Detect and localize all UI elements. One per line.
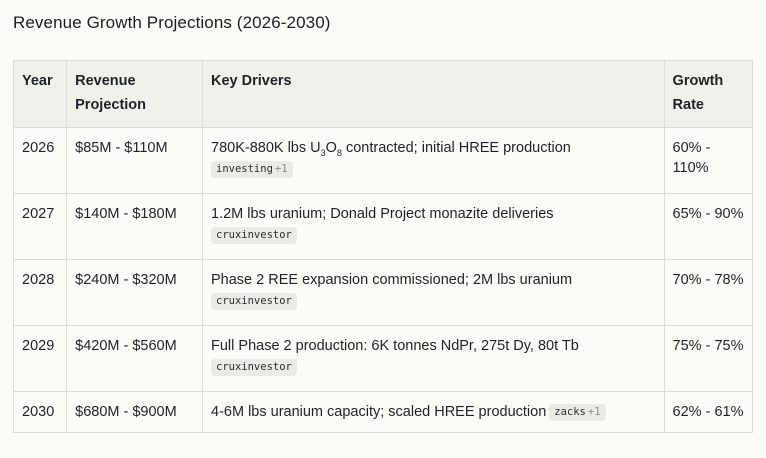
revenue-projections-table: Year Revenue Projection Key Drivers Growt… — [12, 60, 754, 433]
source-badge[interactable]: cruxinvestor — [211, 359, 297, 376]
header-growth-label-2: Rate — [672, 97, 704, 113]
table-row: 2030 $680M - $900M 4-6M lbs uranium capa… — [12, 391, 754, 433]
header-drivers-label: Key Drivers — [211, 73, 292, 89]
drivers-text: Full Phase 2 production: 6K tonnes NdPr,… — [211, 338, 579, 354]
table-row: 2026 $85M - $110M 780K-880K lbs U3O8 con… — [12, 127, 754, 194]
cell-drivers: 1.2M lbs uranium; Donald Project monazit… — [202, 193, 665, 260]
cell-drivers: 4-6M lbs uranium capacity; scaled HREE p… — [202, 391, 665, 433]
source-badge[interactable]: cruxinvestor — [211, 293, 297, 310]
table-row: 2027 $140M - $180M 1.2M lbs uranium; Don… — [12, 193, 754, 260]
cell-revenue: $420M - $560M — [66, 325, 203, 392]
table-header-row: Year Revenue Projection Key Drivers Growt… — [12, 60, 754, 128]
header-year-label: Year — [22, 73, 53, 89]
drivers-text: 4-6M lbs uranium capacity; scaled HREE p… — [211, 404, 547, 420]
cell-growth: 65% - 90% — [663, 193, 754, 260]
cell-growth: 60% - 110% — [663, 127, 754, 194]
header-revenue-label-2: Projection — [75, 97, 147, 113]
drivers-text: 780K-880K lbs U3O8 contracted; initial H… — [211, 140, 571, 158]
header-year: Year — [12, 60, 68, 128]
source-badge[interactable]: cruxinvestor — [211, 227, 297, 244]
cell-year: 2026 — [12, 127, 68, 194]
cell-drivers: 780K-880K lbs U3O8 contracted; initial H… — [202, 127, 665, 194]
cell-drivers: Phase 2 REE expansion commissioned; 2M l… — [202, 259, 665, 326]
cell-growth: 70% - 78% — [663, 259, 754, 326]
header-growth-rate: Growth Rate — [663, 60, 754, 128]
page-title: Revenue Growth Projections (2026-2030) — [13, 13, 331, 32]
cell-drivers: Full Phase 2 production: 6K tonnes NdPr,… — [202, 325, 665, 392]
cell-year: 2028 — [12, 259, 68, 326]
cell-growth: 75% - 75% — [663, 325, 754, 392]
table-row: 2029 $420M - $560M Full Phase 2 producti… — [12, 325, 754, 392]
cell-revenue: $140M - $180M — [66, 193, 203, 260]
drivers-text: Phase 2 REE expansion commissioned; 2M l… — [211, 272, 573, 288]
cell-growth: 62% - 61% — [663, 391, 754, 433]
source-badge[interactable]: investing +1 — [211, 161, 293, 178]
header-key-drivers: Key Drivers — [202, 60, 665, 128]
table-row: 2028 $240M - $320M Phase 2 REE expansion… — [12, 259, 754, 326]
source-badge[interactable]: zacks +1 — [549, 404, 606, 421]
cell-year: 2027 — [12, 193, 68, 260]
cell-revenue: $85M - $110M — [66, 127, 203, 194]
header-revenue-projection: Revenue Projection — [66, 60, 203, 128]
header-growth-label-1: Growth — [672, 73, 724, 89]
drivers-text: 1.2M lbs uranium; Donald Project monazit… — [211, 206, 554, 222]
header-revenue-label-1: Revenue — [75, 73, 136, 89]
cell-revenue: $240M - $320M — [66, 259, 203, 326]
cell-revenue: $680M - $900M — [66, 391, 203, 433]
cell-year: 2029 — [12, 325, 68, 392]
cell-year: 2030 — [12, 391, 68, 433]
